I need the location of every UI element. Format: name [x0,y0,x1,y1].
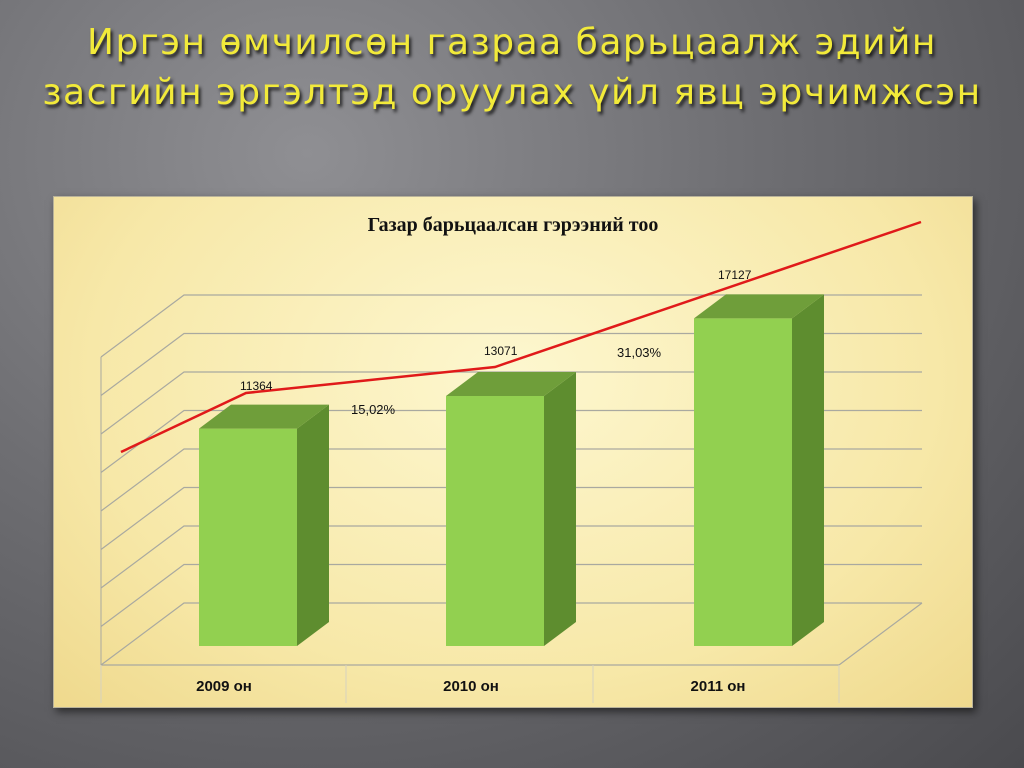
gridline [100,332,922,396]
data-label: 13071 [484,344,518,358]
growth-label: 15,02% [351,402,396,417]
chart-panel: Газар барьцаалсан гэрээний тоо 2009 он 20… [53,196,973,708]
gridline [100,486,922,550]
gridline [100,409,922,473]
growth-label: 31,03% [617,345,662,360]
bar-front-face [446,396,544,646]
category-label: 2009 он [196,678,252,695]
bar-top-face [446,372,576,396]
bar-2009 [199,404,329,646]
bar-top-face [694,294,824,319]
bar-side-face [297,404,329,646]
bar-top-face [199,404,329,429]
bar-side-face [544,372,576,646]
data-label: 11364 [240,379,273,393]
bar-front-face [694,318,792,646]
gridline [100,371,922,435]
floor-right-edge [838,602,923,666]
gridline [100,525,922,589]
trend-line [120,220,922,454]
bar-side-face [792,294,824,646]
bar-chart: Газар барьцаалсан гэрээний тоо 2009 он 20… [100,214,923,703]
chart-title: Газар барьцаалсан гэрээний тоо [368,214,659,236]
gridline [100,602,922,666]
bar-2011 [694,294,824,646]
gridline [100,563,922,627]
gridline [100,294,922,358]
data-label: 17127 [718,268,752,282]
slide-title: Иргэн өмчилсөн газраа барьцаалж эдийн за… [42,22,982,113]
bar-front-face [199,428,297,646]
bar-2010 [446,372,576,646]
gridline [100,448,922,512]
category-label: 2010 он [443,678,499,695]
category-label: 2011 он [691,678,746,695]
